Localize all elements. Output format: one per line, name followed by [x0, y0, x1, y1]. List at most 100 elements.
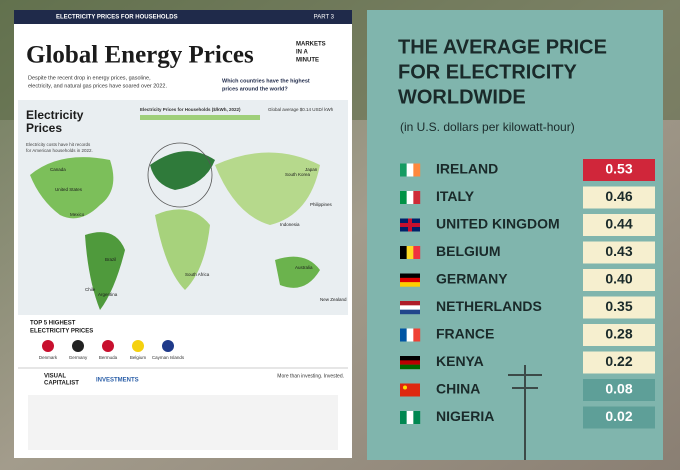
section-note: Electricity costs have hit records [26, 142, 91, 147]
value-badge [583, 351, 655, 374]
country: NIGERIA [436, 408, 494, 424]
country: GERMANY [436, 271, 508, 287]
value-badge [583, 296, 655, 319]
flag [400, 301, 420, 306]
section-note: for American households in 2022. [26, 148, 93, 153]
map-label: Australia [295, 265, 313, 270]
top5-list: Denmark Germany Bermuda Belgium Cayman Islan… [39, 340, 185, 360]
map-label: New Zealand [320, 297, 347, 302]
country: UNITED KINGDOM [436, 216, 560, 232]
top5-title: TOP 5 HIGHEST [30, 321, 76, 327]
table-title: FOR ELECTRICITY [398, 61, 578, 83]
footer-tagline: More than investing. Invested. [277, 373, 344, 379]
question: Which countries have the highest [222, 78, 310, 84]
brand: MINUTE [296, 58, 319, 64]
flag [400, 246, 407, 259]
map-label: Indonesia [280, 222, 300, 227]
flag [400, 309, 420, 315]
value: 0.46 [605, 188, 632, 204]
map-label: Chile [85, 287, 96, 292]
value: 0.53 [605, 161, 632, 177]
top5-country: Belgium [130, 355, 147, 360]
north-america [30, 157, 114, 219]
flag [413, 411, 421, 424]
color-scale [140, 115, 260, 120]
europe [150, 151, 215, 190]
map-label: Argentina [98, 292, 118, 297]
value: 0.08 [605, 381, 632, 397]
flag [400, 223, 420, 227]
value-badge [583, 379, 655, 401]
flag [400, 191, 407, 204]
top5-flag [102, 340, 114, 352]
infographic-title: Global Energy Prices [26, 42, 254, 69]
country: FRANCE [436, 326, 494, 342]
map-label: Philippines [310, 202, 333, 207]
map-title: Electricity Prices for Households ($/kWh… [140, 107, 241, 112]
flag [400, 328, 407, 342]
infographic-header [14, 10, 352, 24]
value: 0.28 [605, 326, 632, 342]
top5-flag [132, 340, 144, 352]
intro: electricity, and natural gas prices have… [28, 83, 167, 89]
header-series: ELECTRICITY PRICES FOR HOUSEHOLDS [56, 15, 178, 21]
flag [413, 163, 421, 177]
map-label: Japan [305, 167, 318, 172]
flag [403, 385, 407, 390]
africa [155, 209, 210, 290]
top5-title: ELECTRICITY PRICES [30, 329, 93, 335]
map-label: South Korea [285, 172, 311, 177]
intro: Despite the recent drop in energy prices… [28, 75, 151, 81]
flag [406, 328, 414, 342]
brand: MARKETS [296, 42, 326, 48]
south-america [85, 232, 125, 310]
flag [400, 360, 420, 365]
top5-flag [72, 340, 84, 352]
table-rows: IRELAND 0.53 ITALY 0.46 UNITED KINGDOM 0.44 BE… [400, 159, 655, 429]
footer-logo: VISUAL [44, 374, 66, 380]
value: 0.35 [605, 298, 632, 314]
top5-country: Cayman Islands [152, 355, 185, 360]
flag [400, 163, 407, 177]
top5-country: Denmark [39, 355, 58, 360]
header-part: PART 3 [314, 15, 335, 21]
global-average: Global average $0.14 USD/ kWh [268, 107, 334, 112]
value-badge [583, 324, 655, 346]
flag [400, 282, 420, 287]
section-title: Electricity [26, 108, 84, 122]
country: BELGIUM [436, 243, 501, 259]
flag [400, 273, 420, 279]
australia [275, 256, 320, 288]
flag [400, 364, 420, 370]
value: 0.02 [605, 408, 632, 424]
flag [400, 411, 407, 424]
flag [406, 411, 414, 424]
flag [413, 246, 421, 259]
flag [413, 328, 421, 342]
table-subtitle: (in U.S. dollars per kilowatt-hour) [400, 120, 575, 134]
table-title: WORLDWIDE [398, 86, 526, 108]
flag [406, 163, 414, 177]
value-badge [583, 406, 655, 429]
flag [400, 383, 420, 397]
value-badge [583, 186, 655, 209]
map-label: Brazil [105, 257, 116, 262]
country: IRELAND [436, 161, 498, 177]
country: NETHERLANDS [436, 298, 542, 314]
value-badge [583, 159, 655, 181]
value: 0.40 [605, 271, 632, 287]
value: 0.43 [605, 243, 632, 259]
value: 0.22 [605, 353, 632, 369]
flag [406, 191, 414, 204]
country: ITALY [436, 188, 475, 204]
flag [406, 246, 414, 259]
value: 0.44 [605, 216, 632, 232]
top5-flag [42, 340, 54, 352]
map-label: United States [55, 187, 83, 192]
country: KENYA [436, 353, 484, 369]
section-title: Prices [26, 121, 62, 135]
top5-flag [162, 340, 174, 352]
country: CHINA [436, 381, 480, 397]
